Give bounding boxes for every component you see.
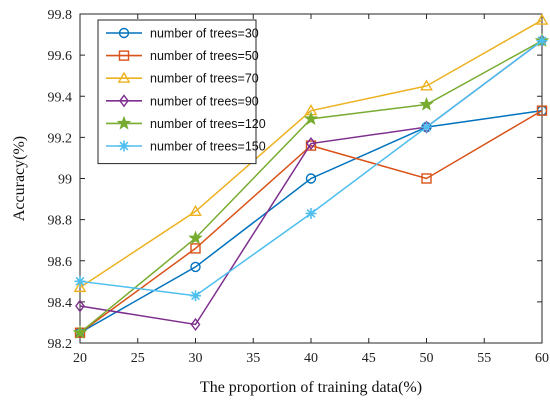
data-point xyxy=(74,275,86,287)
legend-item: number of trees=90 xyxy=(106,94,259,108)
data-point xyxy=(188,230,203,245)
legend-label: number of trees=150 xyxy=(150,140,266,154)
x-tick-label: 60 xyxy=(535,351,549,366)
legend-label: number of trees=70 xyxy=(150,72,259,86)
y-tick-label: 98.2 xyxy=(48,337,73,352)
y-tick-label: 99.8 xyxy=(48,8,73,23)
y-tick-label: 98.6 xyxy=(48,255,73,270)
x-tick-label: 30 xyxy=(189,351,203,366)
y-tick-label: 98.4 xyxy=(48,296,73,311)
asterisk-stroke xyxy=(537,36,547,46)
legend-label: number of trees=50 xyxy=(150,49,259,63)
series-line xyxy=(79,109,543,334)
x-tick-label: 50 xyxy=(420,351,434,366)
asterisk-stroke xyxy=(119,141,129,151)
x-tick-label: 55 xyxy=(477,351,491,366)
legend-marker xyxy=(116,115,132,130)
series-6 xyxy=(74,35,548,302)
data-point xyxy=(306,136,316,151)
legend-label: number of trees=30 xyxy=(150,27,259,41)
legend-marker xyxy=(119,94,129,108)
asterisk-stroke xyxy=(191,291,200,301)
data-point xyxy=(190,317,201,332)
data-point xyxy=(421,121,432,133)
y-tick-label: 99 xyxy=(58,173,72,188)
legend: number of trees=30 number of trees=50 numb… xyxy=(97,19,266,165)
data-point xyxy=(536,35,548,47)
series-3 xyxy=(73,13,549,293)
data-point xyxy=(305,207,317,219)
data-point xyxy=(419,96,434,111)
x-tick-label: 25 xyxy=(131,351,145,366)
asterisk-stroke xyxy=(75,276,85,286)
y-axis-title: Accuracy(%) xyxy=(11,136,28,221)
legend-box xyxy=(97,19,257,165)
y-tick-label: 99.4 xyxy=(48,90,73,105)
legend-item: number of trees=70 xyxy=(106,71,259,86)
data-point xyxy=(420,79,433,91)
data-point xyxy=(75,299,85,313)
data-point xyxy=(305,173,317,184)
x-tick-label: 40 xyxy=(304,351,318,366)
data-point xyxy=(73,280,87,293)
legend-item: number of trees=150 xyxy=(106,140,266,154)
axis-ticks: 20 25 30 35 40 45 50 55 60 98.2 98.4 98.6 98.8 99 99.2… xyxy=(48,8,550,366)
data-point xyxy=(190,290,201,302)
data-point xyxy=(536,105,548,116)
data-point xyxy=(72,325,88,339)
y-tick-label: 99.6 xyxy=(48,49,73,64)
asterisk-stroke xyxy=(422,122,431,132)
legend-marker xyxy=(118,140,130,152)
data-point xyxy=(421,173,432,184)
legend-item: number of trees=30 xyxy=(106,27,259,41)
series-line xyxy=(79,109,543,334)
data-point xyxy=(303,111,319,126)
legend-marker xyxy=(118,27,130,39)
legend-label: number of trees=90 xyxy=(150,94,259,108)
x-tick-label: 20 xyxy=(73,351,87,366)
x-axis-title: The proportion of training data(%) xyxy=(200,379,422,396)
legend-item: number of trees=50 xyxy=(106,49,259,63)
y-tick-label: 99.2 xyxy=(48,131,73,146)
data-point xyxy=(190,261,201,273)
legend-marker xyxy=(117,71,131,83)
legend-label: number of trees=120 xyxy=(150,117,266,131)
asterisk-stroke xyxy=(306,209,316,218)
x-tick-label: 45 xyxy=(362,351,376,366)
data-point xyxy=(190,243,201,254)
data-point xyxy=(189,204,202,216)
series-line xyxy=(79,19,543,289)
x-tick-label: 35 xyxy=(246,351,260,366)
y-tick-label: 98.8 xyxy=(48,214,73,229)
series-layer xyxy=(72,13,550,339)
data-point xyxy=(535,13,549,25)
legend-marker xyxy=(118,50,130,61)
legend-item: number of trees=120 xyxy=(106,115,266,131)
